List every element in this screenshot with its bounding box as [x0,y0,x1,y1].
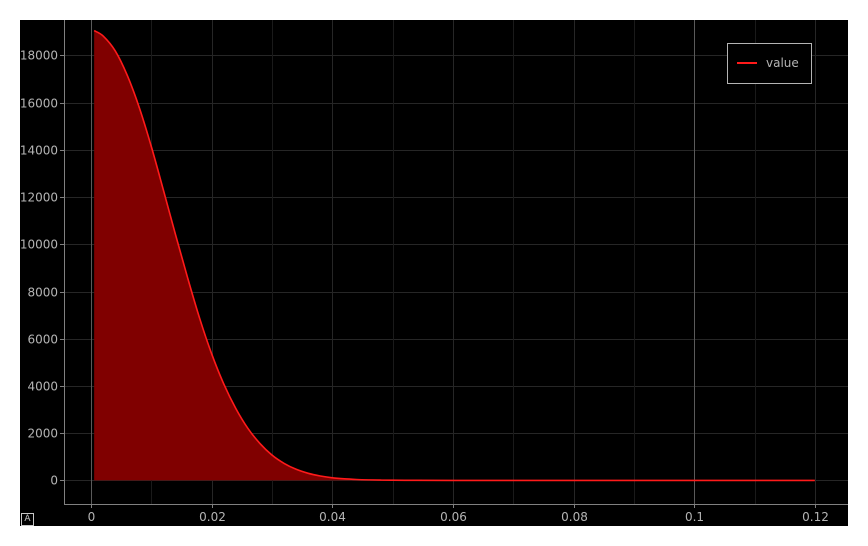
y-tick-label: 8000 [27,286,58,300]
y-tick-label: 6000 [27,333,58,347]
x-tick-label: 0.02 [199,510,226,524]
axes [60,20,848,508]
x-tick-label: 0.08 [561,510,588,524]
chart-plot[interactable]: 0 2000 4000 6000 8000 10000 12000 14000 16000 180… [20,20,848,526]
legend[interactable]: value [727,43,812,84]
corner-badge-icon[interactable]: A [21,513,34,526]
y-tick-label: 4000 [27,380,58,394]
series-line-layer [93,29,815,482]
y-tick-label: 2000 [27,427,58,441]
x-tick-label: 0.1 [685,510,704,524]
y-tick-label: 10000 [20,238,58,252]
y-tick-label: 12000 [20,191,58,205]
legend-label: value [766,56,799,70]
series-line [93,29,815,482]
x-tick-label: 0.12 [802,510,829,524]
x-tick-label: 0.04 [319,510,346,524]
tick-labels: 0 2000 4000 6000 8000 10000 12000 14000 16000 180… [20,49,829,525]
chart-frame: 0 2000 4000 6000 8000 10000 12000 14000 16000 180… [20,20,848,526]
y-tick-label: 16000 [20,97,58,111]
series-area-fill [94,30,417,481]
y-tick-label: 18000 [20,49,58,63]
area-fill-layer [94,30,417,481]
x-tick-label: 0.06 [440,510,467,524]
x-tick-label: 0 [88,510,96,524]
y-tick-label: 14000 [20,144,58,158]
y-tick-label: 0 [50,474,58,488]
